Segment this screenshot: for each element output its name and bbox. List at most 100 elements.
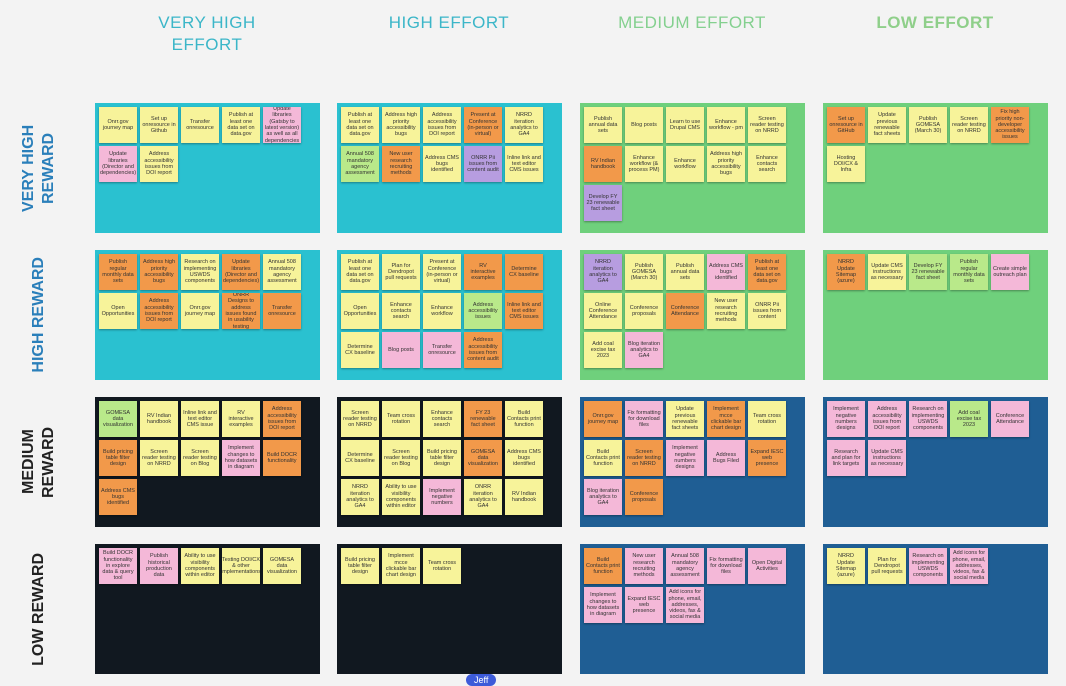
- sticky-note: Build pricing table filter design: [341, 548, 379, 584]
- row-label: MEDIUM REWARD: [20, 426, 57, 498]
- sticky-note: Implement changes to how datasets in dia…: [584, 587, 622, 623]
- sticky-note: Add icons for phone, email, addresses, v…: [666, 587, 704, 623]
- sticky-note: Inline link and text editor CMS issues: [505, 146, 543, 182]
- row-label: LOW REWARD: [30, 552, 47, 666]
- column-header: HIGH EFFORT: [388, 13, 510, 32]
- quadrant: Onrr.gov journey map Set up onresource in…: [95, 103, 320, 233]
- sticky-note: Team cross rotation: [748, 401, 786, 437]
- sticky-note: Present at Conference (in-person or virt…: [423, 254, 461, 290]
- sticky-note: Update previous renewable fact sheets: [868, 107, 906, 143]
- row-header: MEDIUM REWARD: [14, 397, 64, 527]
- sticky-note: Blog iteration analytics to GA4: [625, 332, 663, 368]
- sticky-note: Create simple outreach plan: [991, 254, 1029, 290]
- sticky-note: Inline link and text editor CMS issue: [181, 401, 219, 437]
- sticky-note: Implement mcce clickable bar chart desig…: [707, 401, 745, 437]
- quadrant: NRRD Update Sitemap (azure) Plan for Dend…: [823, 544, 1048, 674]
- sticky-note: Build pricing table filter design: [99, 440, 137, 476]
- sticky-note: Add coal excise tax 2023: [950, 401, 988, 437]
- sticky-note: Enhance contacts search: [748, 146, 786, 182]
- sticky-note: Screen reader testing on NRRD: [625, 440, 663, 476]
- sticky-note: Update libraries (Gatsby to latest versi…: [263, 107, 301, 143]
- sticky-note: Conference Attendance: [991, 401, 1029, 437]
- sticky-note: Enhance workflow (& process PM): [625, 146, 663, 182]
- sticky-note: RV Indian handbook: [140, 401, 178, 437]
- sticky-note: Research on implementing USWDS component…: [909, 548, 947, 584]
- sticky-note: Onrr.gov journey map: [584, 401, 622, 437]
- sticky-note: Update previous renewable fact sheets: [666, 401, 704, 437]
- sticky-note: Open Opportunities: [341, 293, 379, 329]
- sticky-note: Build Contacts print function: [505, 401, 543, 437]
- sticky-note: Onrr.gov journey map: [181, 293, 219, 329]
- sticky-note: Update libraries (Director and dependenc…: [222, 254, 260, 290]
- sticky-note: GOMESA data visualization: [99, 401, 137, 437]
- sticky-note: Ability to use visibility components wit…: [382, 479, 420, 515]
- sticky-note: Address CMS bugs identified: [99, 479, 137, 515]
- sticky-note: Publish at least one data set on data.go…: [341, 107, 379, 143]
- sticky-note: Build DOCR functionality in explore data…: [99, 548, 137, 584]
- sticky-note: Update libraries (Director and dependenc…: [99, 146, 137, 182]
- sticky-note: New user research recruiting methods: [625, 548, 663, 584]
- sticky-note: Develop FY 23 renewable fact sheet: [584, 185, 622, 221]
- sticky-note: Research on implementing USWDS component…: [181, 254, 219, 290]
- sticky-note: Fix formatting for download files: [625, 401, 663, 437]
- sticky-note: ONRR iteration analytics to GA4: [464, 479, 502, 515]
- sticky-note: ONRR Pii issues from content: [748, 293, 786, 329]
- sticky-note: RV interactive examples: [464, 254, 502, 290]
- sticky-note: Team cross rotation: [423, 548, 461, 584]
- sticky-note: GOMESA data visualization: [263, 548, 301, 584]
- sticky-note: Update CMS instructions as necessary: [868, 254, 906, 290]
- sticky-note: Screen reader testing on NRRD: [748, 107, 786, 143]
- sticky-note: Set up onresource in GitHub: [827, 107, 865, 143]
- sticky-note: Address high priority accessibility bugs: [707, 146, 745, 182]
- sticky-note: Screen reader testing on Blog: [382, 440, 420, 476]
- sticky-note: Blog iteration analytics to GA4: [584, 479, 622, 515]
- row-label: VERY HIGH REWARD: [20, 124, 57, 212]
- sticky-note: Blog posts: [382, 332, 420, 368]
- quadrant: Build pricing table filter design Impleme…: [337, 544, 562, 674]
- sticky-note: NRRD Update Sitemap (azure): [827, 254, 865, 290]
- sticky-note: Address CMS bugs identified: [505, 440, 543, 476]
- sticky-note: Address accessibility issues from conten…: [464, 332, 502, 368]
- sticky-note: Screen reader testing on NRRD: [140, 440, 178, 476]
- sticky-note: Research on implementing USWDS component…: [909, 401, 947, 437]
- sticky-note: Develop FY 23 renewable fact sheet: [909, 254, 947, 290]
- sticky-note: Fix high priority non-developer accessib…: [991, 107, 1029, 143]
- sticky-note: Present at Conference (in-person or virt…: [464, 107, 502, 143]
- sticky-note: Address accessibility issues from DOI re…: [140, 146, 178, 182]
- sticky-note: Build DOCR functionality: [263, 440, 301, 476]
- sticky-note: Plan for Dendropot pull requests: [868, 548, 906, 584]
- quadrant: Onrr.gov journey map Fix formatting for d…: [580, 397, 805, 527]
- sticky-note: Conference Attendance: [666, 293, 704, 329]
- quadrant: Build Contacts print function New user re…: [580, 544, 805, 674]
- sticky-note: Enhance workflow: [666, 146, 704, 182]
- sticky-note: Add icons for phone, email, addresses, v…: [950, 548, 988, 584]
- sticky-note: Publish annual data sets: [666, 254, 704, 290]
- sticky-note: Publish GOMESA (March 30): [625, 254, 663, 290]
- sticky-note: Fix formatting for download files: [707, 548, 745, 584]
- sticky-note: Enhance contacts search: [382, 293, 420, 329]
- quadrant: Publish regular monthly data sets Address…: [95, 250, 320, 380]
- sticky-note: Implement mcce clickable bar chart desig…: [382, 548, 420, 584]
- sticky-note: Screen reader testing on NRRD: [341, 401, 379, 437]
- quadrant: NRRD Update Sitemap (azure) Update CMS in…: [823, 250, 1048, 380]
- sticky-note: RV Indian handbook: [505, 479, 543, 515]
- sticky-note: Hosting DOI/CX & Infra: [827, 146, 865, 182]
- quadrant: Publish annual data sets Blog posts Learn …: [580, 103, 805, 233]
- sticky-note: Address Bugs Filed: [707, 440, 745, 476]
- column-header: VERY HIGH EFFORT: [158, 13, 256, 54]
- sticky-note: Annual 508 mandatory agency assessment: [263, 254, 301, 290]
- sticky-note: Conference proposals: [625, 479, 663, 515]
- sticky-note: FY 23 renewable fact sheet: [464, 401, 502, 437]
- sticky-note: Set up onresource in Github: [140, 107, 178, 143]
- sticky-note: Address high priority accessibility bugs: [382, 107, 420, 143]
- sticky-note: GOMESA data visualization: [464, 440, 502, 476]
- sticky-note: Publish at least one data set on data.go…: [341, 254, 379, 290]
- quadrant: Publish at least one data set on data.go…: [337, 103, 562, 233]
- quadrant: Screen reader testing on NRRD Team cross …: [337, 397, 562, 527]
- sticky-note: Publish GOMESA (March 30): [909, 107, 947, 143]
- sticky-note: Research and plan for link targets: [827, 440, 865, 476]
- quadrant: NRRD iteration analytics to GA4 Publish G…: [580, 250, 805, 380]
- sticky-note: NRRD iteration analytics to GA4: [341, 479, 379, 515]
- sticky-note: Publish regular monthly data sets: [950, 254, 988, 290]
